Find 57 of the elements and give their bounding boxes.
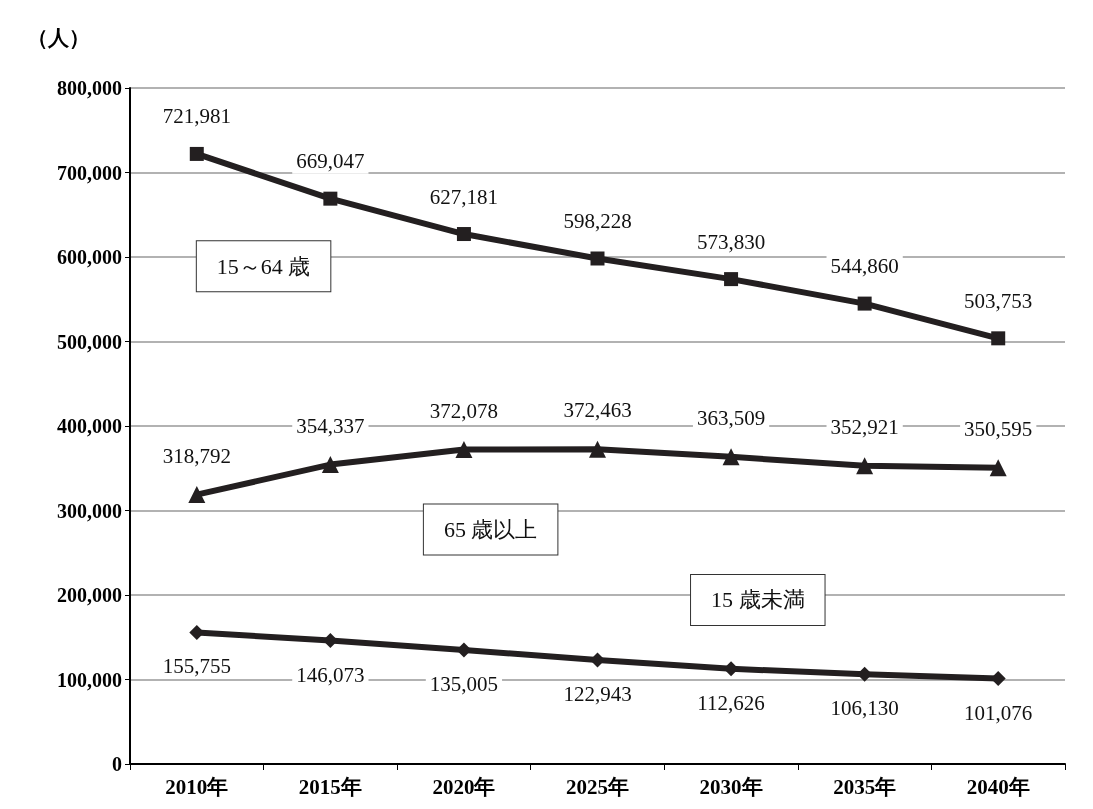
y-tick-label: 100,000 [57,668,122,691]
data-label: 354,337 [296,413,365,438]
data-label: 503,753 [964,288,1033,313]
point [857,296,872,311]
data-label: 363,509 [696,405,766,430]
data-label: 146,073 [296,662,365,687]
point [856,457,874,475]
y-tick-label: 600,000 [57,246,122,268]
data-label: 122,943 [563,682,632,707]
x-tick-label: 2035年 [833,774,897,799]
data-label: 318,792 [162,443,231,468]
point [590,251,605,266]
x-tick-label: 2015年 [298,774,362,799]
data-label: 106,130 [830,696,899,721]
data-label: 669,047 [296,149,365,174]
y-tick-label: 400,000 [57,415,122,437]
point [991,331,1006,346]
y-axis-title: （人） [27,25,90,50]
data-label: 350,595 [964,416,1033,441]
data-label: 155,755 [162,654,231,679]
point [989,459,1007,477]
y-tick-label: 0 [112,753,122,775]
text: 65 歳以上 [443,517,538,543]
y-tick-label: 500,000 [57,330,122,353]
text: 15～64 歳 [216,253,311,279]
data-label: 627,181 [429,184,499,209]
data-label: 101,076 [964,700,1033,725]
y-tick-label: 200,000 [57,584,122,606]
x-tick-label: 2025年 [566,774,629,799]
x-tick-label: 2030年 [699,774,763,799]
data-label: 544,860 [830,254,899,279]
data-label: 598,228 [563,209,632,233]
data-label: 135,005 [429,671,499,696]
point [589,440,606,458]
x-tick-label: 2040年 [966,774,1030,799]
y-tick-label: 800,000 [57,77,122,99]
x-tick-label: 2010年 [165,774,229,799]
point [188,486,206,504]
text: 15 歳未満 [711,587,805,613]
data-label: 573,830 [696,229,766,254]
point [722,448,740,466]
point [321,456,339,474]
point [724,272,739,287]
data-label: 372,078 [429,398,499,423]
point [323,191,338,206]
point [456,227,471,242]
x-tick-label: 2020年 [432,774,496,799]
point [590,652,605,668]
point [189,146,204,161]
data-label: 352,921 [830,414,899,439]
y-tick-label: 700,000 [57,161,122,184]
data-label: 112,626 [697,690,765,715]
data-label: 372,463 [563,398,632,423]
point [455,441,473,459]
data-label: 721,981 [162,104,231,129]
point [456,642,472,658]
y-tick-label: 300,000 [57,499,122,522]
